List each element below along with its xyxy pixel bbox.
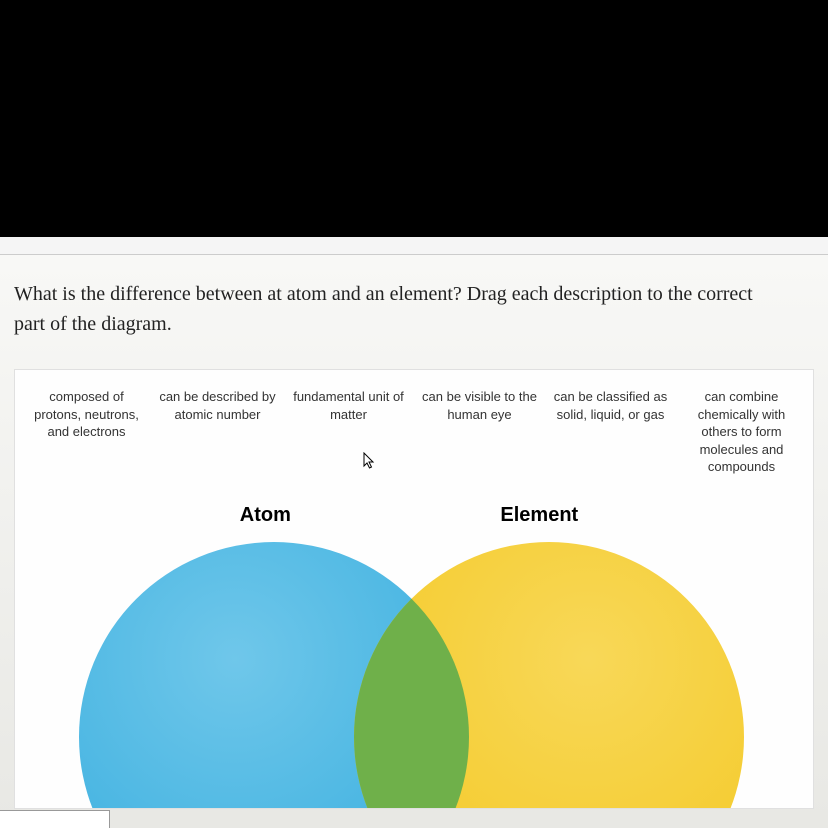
description-item[interactable]: can combine chemically with others to fo…: [680, 388, 803, 476]
description-item[interactable]: can be described by atomic number: [156, 388, 279, 476]
taskbar-fragment: [0, 810, 110, 828]
venn-labels: Atom Element: [25, 504, 803, 527]
descriptions-row: composed of protons, neutrons, and elect…: [25, 388, 803, 476]
venn-label-element: Element: [500, 504, 578, 527]
question-line-2: part of the diagram.: [14, 313, 172, 335]
venn-diagram[interactable]: [25, 537, 803, 809]
content-area: What is the difference between at atom a…: [0, 255, 828, 828]
diagram-box: composed of protons, neutrons, and elect…: [14, 369, 814, 809]
question-text: What is the difference between at atom a…: [14, 279, 814, 339]
venn-label-atom: Atom: [240, 504, 291, 527]
description-item[interactable]: composed of protons, neutrons, and elect…: [25, 388, 148, 476]
description-item[interactable]: can be visible to the human eye: [418, 388, 541, 476]
browser-toolbar-strip: [0, 237, 828, 255]
description-item[interactable]: can be classified as solid, liquid, or g…: [549, 388, 672, 476]
question-line-1: What is the difference between at atom a…: [14, 283, 753, 305]
venn-svg: [14, 537, 814, 809]
description-item[interactable]: fundamental unit of matter: [287, 388, 410, 476]
